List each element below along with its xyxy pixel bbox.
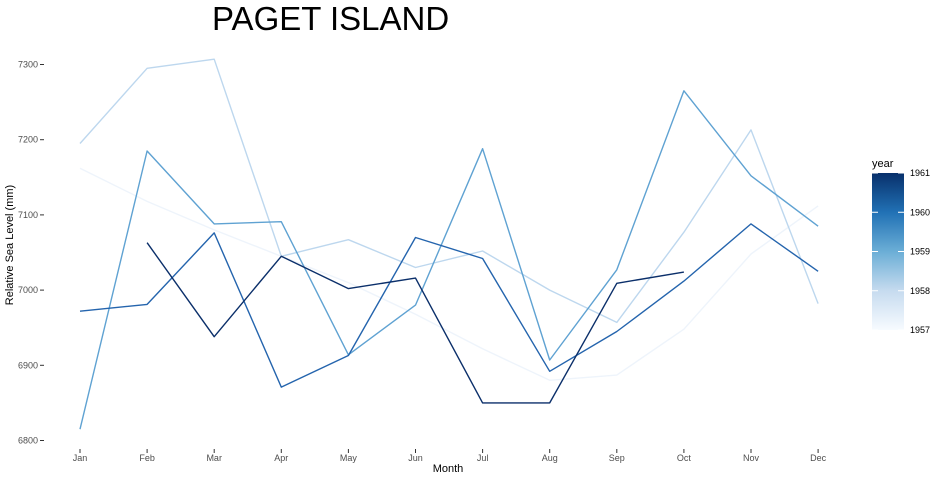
legend-ticks: 1957 1958 1959 1960 1961 bbox=[872, 168, 930, 335]
legend: year 1957 1958 1959 1960 1961 bbox=[872, 158, 930, 335]
series-line-1961 bbox=[146, 242, 685, 404]
x-tick-label: Dec bbox=[810, 453, 827, 463]
y-tick-label: 7100 bbox=[18, 210, 38, 220]
series-line-1957 bbox=[79, 167, 819, 381]
x-axis: Jan Feb Mar Apr May Jun Jul Aug Sep Oct Nov Dec bbox=[73, 449, 827, 463]
y-axis: 6800 6900 7000 7100 7200 7300 bbox=[18, 60, 44, 446]
series-line-1958 bbox=[79, 58, 819, 324]
chart-title: PAGET ISLAND bbox=[212, 0, 449, 37]
x-tick-label: Jan bbox=[73, 453, 88, 463]
legend-tick-label: 1961 bbox=[910, 168, 930, 178]
x-tick-label: Feb bbox=[139, 453, 155, 463]
series-lines bbox=[79, 58, 819, 430]
legend-tick-label: 1959 bbox=[910, 247, 930, 257]
x-tick-label: Apr bbox=[274, 453, 288, 463]
legend-tick-label: 1958 bbox=[910, 286, 930, 296]
legend-title: year bbox=[872, 158, 894, 170]
series-line-1960 bbox=[79, 223, 819, 388]
y-tick-label: 7300 bbox=[18, 60, 38, 70]
y-tick-label: 6800 bbox=[18, 436, 38, 446]
x-tick-label: Sep bbox=[609, 453, 625, 463]
legend-tick-label: 1957 bbox=[910, 325, 930, 335]
x-tick-label: Oct bbox=[677, 453, 692, 463]
y-tick-label: 7200 bbox=[18, 135, 38, 145]
y-axis-title: Relative Sea Level (mm) bbox=[4, 185, 16, 305]
x-tick-label: Nov bbox=[743, 453, 760, 463]
x-tick-label: Jun bbox=[408, 453, 423, 463]
x-axis-title: Month bbox=[433, 463, 464, 475]
x-tick-label: Jul bbox=[477, 453, 489, 463]
legend-tick-label: 1960 bbox=[910, 207, 930, 217]
series-line-1959 bbox=[79, 90, 819, 430]
x-tick-label: Mar bbox=[206, 453, 222, 463]
x-tick-label: Aug bbox=[542, 453, 558, 463]
x-tick-label: May bbox=[340, 453, 358, 463]
y-tick-label: 7000 bbox=[18, 285, 38, 295]
y-tick-label: 6900 bbox=[18, 360, 38, 370]
